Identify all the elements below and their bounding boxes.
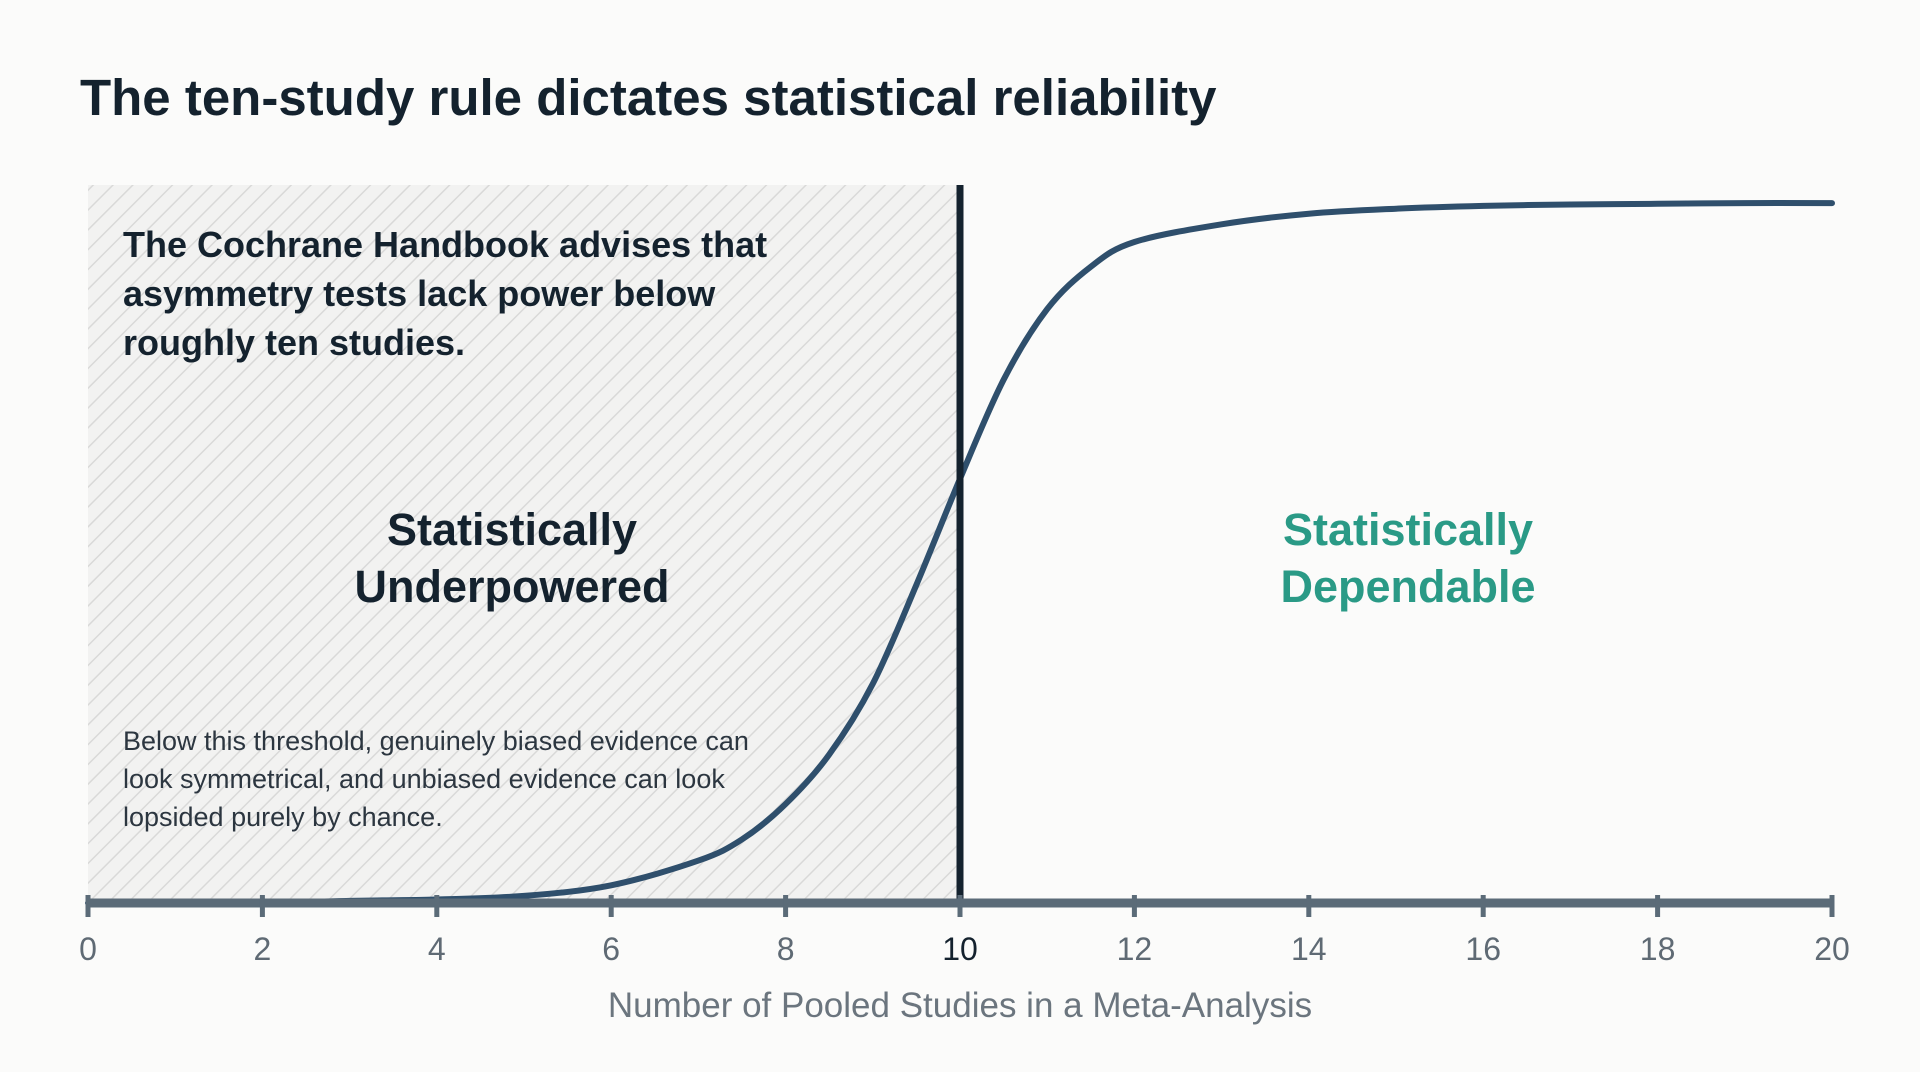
underpowered-label-line-1: Statistically <box>387 504 637 555</box>
x-tick-label: 14 <box>1291 931 1327 967</box>
threshold-caption: Below this threshold, genuinely biased e… <box>123 726 749 832</box>
cochrane-note-line-3: roughly ten studies. <box>123 322 465 363</box>
dependable-label-line-1: Statistically <box>1283 504 1533 555</box>
x-axis-ticks: 0 2 4 6 8 10 12 14 16 18 20 <box>79 895 1850 967</box>
x-tick-label: 16 <box>1465 931 1501 967</box>
x-tick-label: 2 <box>254 931 272 967</box>
underpowered-label-line-2: Underpowered <box>354 561 669 612</box>
threshold-caption-line-3: lopsided purely by chance. <box>123 802 443 832</box>
cochrane-note-line-1: The Cochrane Handbook advises that <box>123 224 767 265</box>
x-tick-label: 0 <box>79 931 97 967</box>
x-tick-label: 8 <box>777 931 795 967</box>
x-tick-label: 4 <box>428 931 446 967</box>
dependable-label: Statistically Dependable <box>1280 504 1535 612</box>
underpowered-label: Statistically Underpowered <box>354 504 669 612</box>
cochrane-note-line-2: asymmetry tests lack power below <box>123 273 716 314</box>
threshold-caption-line-2: look symmetrical, and unbiased evidence … <box>123 764 725 794</box>
chart-title: The ten-study rule dictates statistical … <box>80 69 1217 126</box>
x-tick-label: 10 <box>942 931 978 967</box>
x-tick-label: 12 <box>1117 931 1153 967</box>
threshold-caption-line-1: Below this threshold, genuinely biased e… <box>123 726 749 756</box>
dependable-label-line-2: Dependable <box>1280 561 1535 612</box>
x-tick-label: 18 <box>1640 931 1676 967</box>
cochrane-note: The Cochrane Handbook advises that asymm… <box>123 224 767 363</box>
x-axis-label: Number of Pooled Studies in a Meta-Analy… <box>608 986 1312 1025</box>
underpowered-region <box>88 185 960 903</box>
x-tick-label: 6 <box>602 931 620 967</box>
x-tick-label: 20 <box>1814 931 1850 967</box>
